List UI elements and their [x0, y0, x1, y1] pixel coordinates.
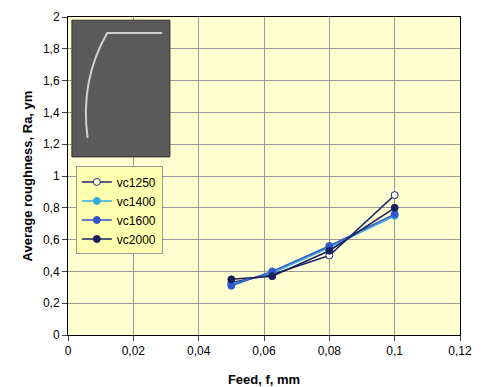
- svg-text:1,8: 1,8: [43, 42, 60, 56]
- svg-text:0,06: 0,06: [252, 344, 276, 358]
- svg-text:vc1600: vc1600: [117, 214, 156, 228]
- svg-text:2: 2: [53, 10, 60, 24]
- svg-text:0,2: 0,2: [43, 296, 60, 310]
- svg-text:0,02: 0,02: [122, 344, 146, 358]
- svg-text:0,8: 0,8: [43, 201, 60, 215]
- svg-text:1,6: 1,6: [43, 74, 60, 88]
- svg-text:0,1: 0,1: [386, 344, 403, 358]
- svg-text:vc1400: vc1400: [117, 195, 156, 209]
- svg-text:vc2000: vc2000: [117, 233, 156, 247]
- svg-text:0: 0: [65, 344, 72, 358]
- svg-text:Feed, f, mm: Feed, f, mm: [228, 372, 300, 387]
- svg-text:0: 0: [53, 328, 60, 342]
- svg-text:1,2: 1,2: [43, 137, 60, 151]
- svg-text:0,6: 0,6: [43, 233, 60, 247]
- svg-text:1,4: 1,4: [43, 106, 60, 120]
- svg-text:1: 1: [53, 169, 60, 183]
- svg-text:0,08: 0,08: [318, 344, 342, 358]
- svg-text:0,04: 0,04: [187, 344, 211, 358]
- svg-text:0,4: 0,4: [43, 265, 60, 279]
- svg-text:vc1250: vc1250: [117, 176, 156, 190]
- svg-text:Average roughness, Ra, ym: Average roughness, Ra, ym: [20, 91, 35, 262]
- svg-text:0,12: 0,12: [448, 344, 472, 358]
